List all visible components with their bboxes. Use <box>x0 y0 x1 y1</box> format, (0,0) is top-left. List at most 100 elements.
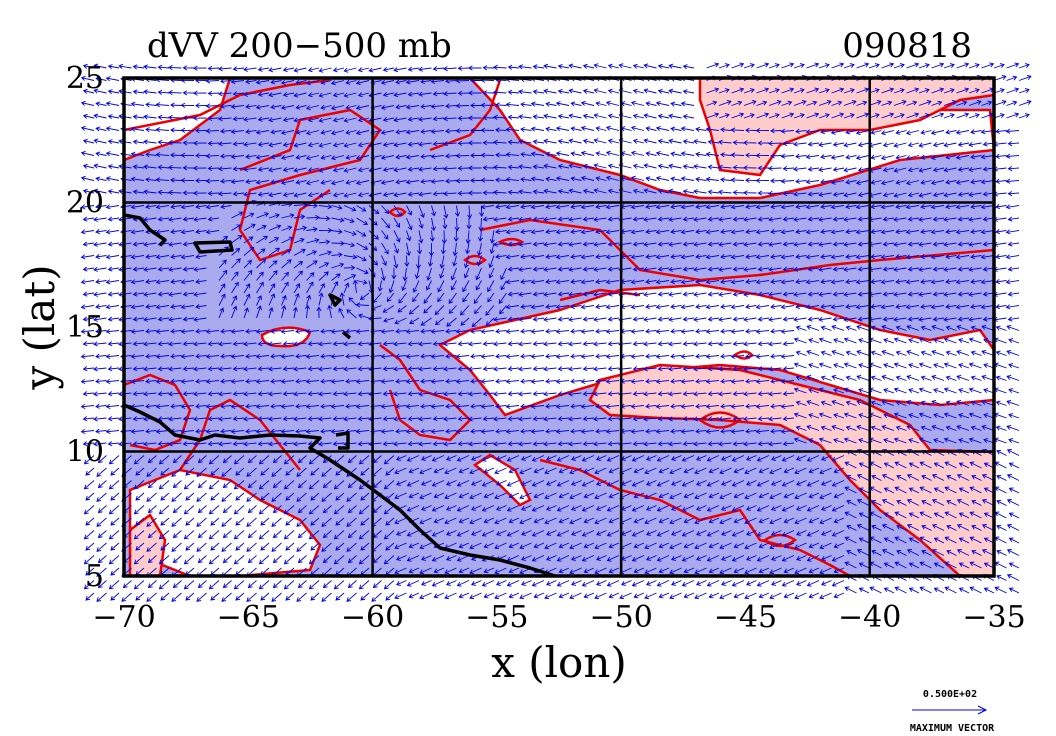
wind-vector-arrow <box>481 580 495 587</box>
wind-vector-arrow <box>731 100 743 106</box>
wind-vector-arrow <box>582 138 595 144</box>
wind-vector-arrow <box>707 441 720 447</box>
wind-vector-arrow <box>945 350 957 356</box>
wind-vector-arrow <box>93 366 107 372</box>
wind-vector-arrow <box>970 254 982 260</box>
wind-vector-arrow <box>395 328 407 334</box>
wind-vector-arrow <box>693 241 707 247</box>
wind-vector-arrow <box>820 154 832 160</box>
wind-vector-arrow <box>682 441 695 447</box>
wind-vector-arrow <box>795 178 807 184</box>
wind-vector-arrow <box>343 167 357 173</box>
wind-vector-arrow <box>757 391 770 397</box>
wind-vector-arrow <box>493 241 507 247</box>
wind-vector-arrow <box>731 505 745 512</box>
wind-vector-arrow <box>544 492 557 500</box>
wind-vector-arrow <box>320 154 332 160</box>
contour-loop-small-6 <box>762 533 798 548</box>
wind-vector-arrow <box>693 366 707 372</box>
wind-vector-arrow <box>980 179 995 185</box>
wind-vector-arrow <box>956 100 968 106</box>
wind-vector-arrow <box>780 304 795 310</box>
wind-vector-arrow <box>696 480 707 486</box>
wind-vector-arrow <box>582 216 595 222</box>
wind-vector-arrow <box>920 229 932 235</box>
wind-vector-arrow <box>768 266 782 272</box>
vector-legend-arrowhead <box>977 705 988 715</box>
wind-vector-arrow <box>343 230 357 236</box>
wind-vector-arrow <box>820 425 832 431</box>
wind-vector-arrow <box>918 88 930 94</box>
wind-vector-arrow <box>768 190 782 196</box>
wind-vector-arrow <box>280 79 295 86</box>
wind-vector-arrow <box>322 580 332 589</box>
wind-vector-arrow <box>533 592 545 599</box>
wind-vector-arrow <box>571 480 582 486</box>
wind-vector-arrow <box>645 101 657 107</box>
wind-vector-arrow <box>105 229 120 235</box>
wind-vector-arrow <box>968 88 980 94</box>
wind-vector-arrow <box>135 492 145 501</box>
wind-vector-arrow <box>705 279 720 285</box>
wind-vector-arrow <box>295 428 307 434</box>
wind-vector-arrow <box>407 191 420 197</box>
wind-vector-arrow <box>681 580 695 587</box>
wind-vector-arrow <box>668 241 682 247</box>
wind-vector-arrow <box>343 92 357 98</box>
wind-vector-arrow <box>694 592 707 600</box>
wind-vector-arrow <box>758 542 770 549</box>
wind-vector-arrow <box>183 530 195 540</box>
wind-vector-arrow <box>95 254 107 260</box>
wind-vector-arrow <box>855 279 870 285</box>
wind-vector-arrow <box>322 505 332 514</box>
wind-vector-arrow <box>919 486 932 494</box>
wind-vector-arrow <box>393 242 399 254</box>
wind-vector-arrow <box>407 116 420 122</box>
wind-vector-arrow <box>221 542 232 552</box>
wind-vector-arrow <box>257 116 270 122</box>
wind-vector-arrow <box>270 378 282 384</box>
wind-vector-arrow <box>958 438 970 444</box>
wind-vector-arrow <box>182 216 195 222</box>
wind-vector-arrow <box>293 192 307 198</box>
wind-vector-arrow <box>432 341 445 347</box>
wind-vector-arrow <box>430 153 445 160</box>
wind-vector-arrow <box>881 62 895 69</box>
wind-vector-arrow <box>968 387 982 394</box>
wind-vector-arrow <box>445 353 457 359</box>
wind-vector-arrow <box>243 307 249 319</box>
wind-vector-arrow <box>781 505 795 512</box>
wind-vector-arrow <box>818 266 832 272</box>
wind-vector-arrow <box>356 267 369 275</box>
wind-vector-arrow <box>646 555 657 561</box>
wind-vector-arrow <box>1018 113 1030 119</box>
wind-vector-arrow <box>482 65 495 71</box>
wind-vector-arrow <box>343 242 356 248</box>
wind-vector-arrow <box>339 292 345 306</box>
wind-vector-arrow <box>146 517 157 527</box>
wind-vector-arrow <box>781 480 795 487</box>
wind-vector-arrow <box>170 204 182 210</box>
wind-vector-arrow <box>393 255 399 269</box>
wind-vector-arrow <box>393 217 400 228</box>
wind-vector-arrow <box>430 178 445 185</box>
wind-vector-arrow <box>158 580 170 590</box>
wind-vector-arrow <box>306 238 320 244</box>
wind-vector-arrow <box>993 241 1007 247</box>
wind-vector-arrow <box>145 328 157 334</box>
wind-vector-arrow <box>93 391 107 397</box>
wind-vector-arrow <box>157 391 170 397</box>
wind-vector-arrow <box>283 555 295 565</box>
wind-vector-arrow <box>593 266 607 272</box>
wind-vector-arrow <box>393 416 407 422</box>
wind-vector-arrow <box>820 279 832 285</box>
wind-vector-arrow <box>331 252 343 258</box>
wind-vector-arrow <box>680 126 695 132</box>
wind-vector-arrow <box>405 428 420 435</box>
wind-vector-arrow <box>256 248 266 256</box>
wind-vector-arrow <box>682 89 695 95</box>
wind-vector-arrow <box>393 366 407 372</box>
wind-vector-arrow <box>469 492 482 500</box>
wind-vector-arrow <box>943 88 955 94</box>
wind-vector-arrow <box>82 291 95 297</box>
